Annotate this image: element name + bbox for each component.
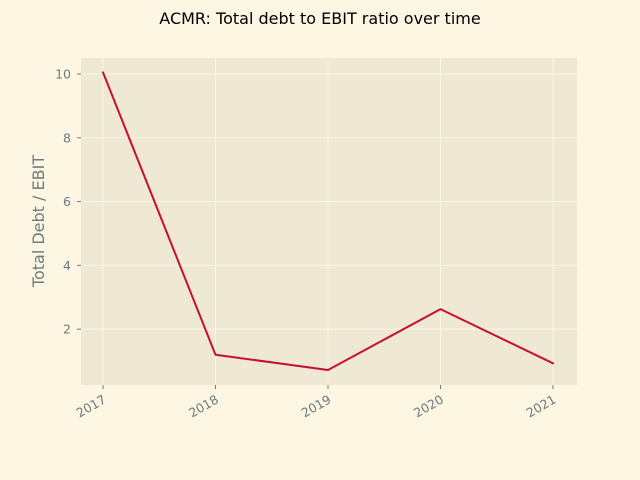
y-tick-label: 4 [63, 258, 71, 273]
x-tick-label: 2018 [186, 392, 221, 421]
grid-lines [81, 58, 577, 385]
series-line [102, 71, 554, 371]
x-tick-label: 2017 [73, 392, 108, 421]
x-tick-label: 2021 [523, 392, 558, 421]
y-tick-label: 8 [63, 130, 71, 145]
y-tick-label: 6 [63, 194, 71, 209]
y-axis-label: Total Debt / EBIT [29, 155, 48, 288]
x-tick-label: 2020 [411, 392, 446, 421]
y-tick-label: 10 [55, 66, 71, 81]
chart-title: ACMR: Total debt to EBIT ratio over time [159, 9, 480, 28]
x-tick-label: 2019 [298, 392, 333, 421]
y-tick-label: 2 [63, 322, 71, 337]
series-layer [102, 71, 554, 371]
plot-area [81, 58, 577, 385]
